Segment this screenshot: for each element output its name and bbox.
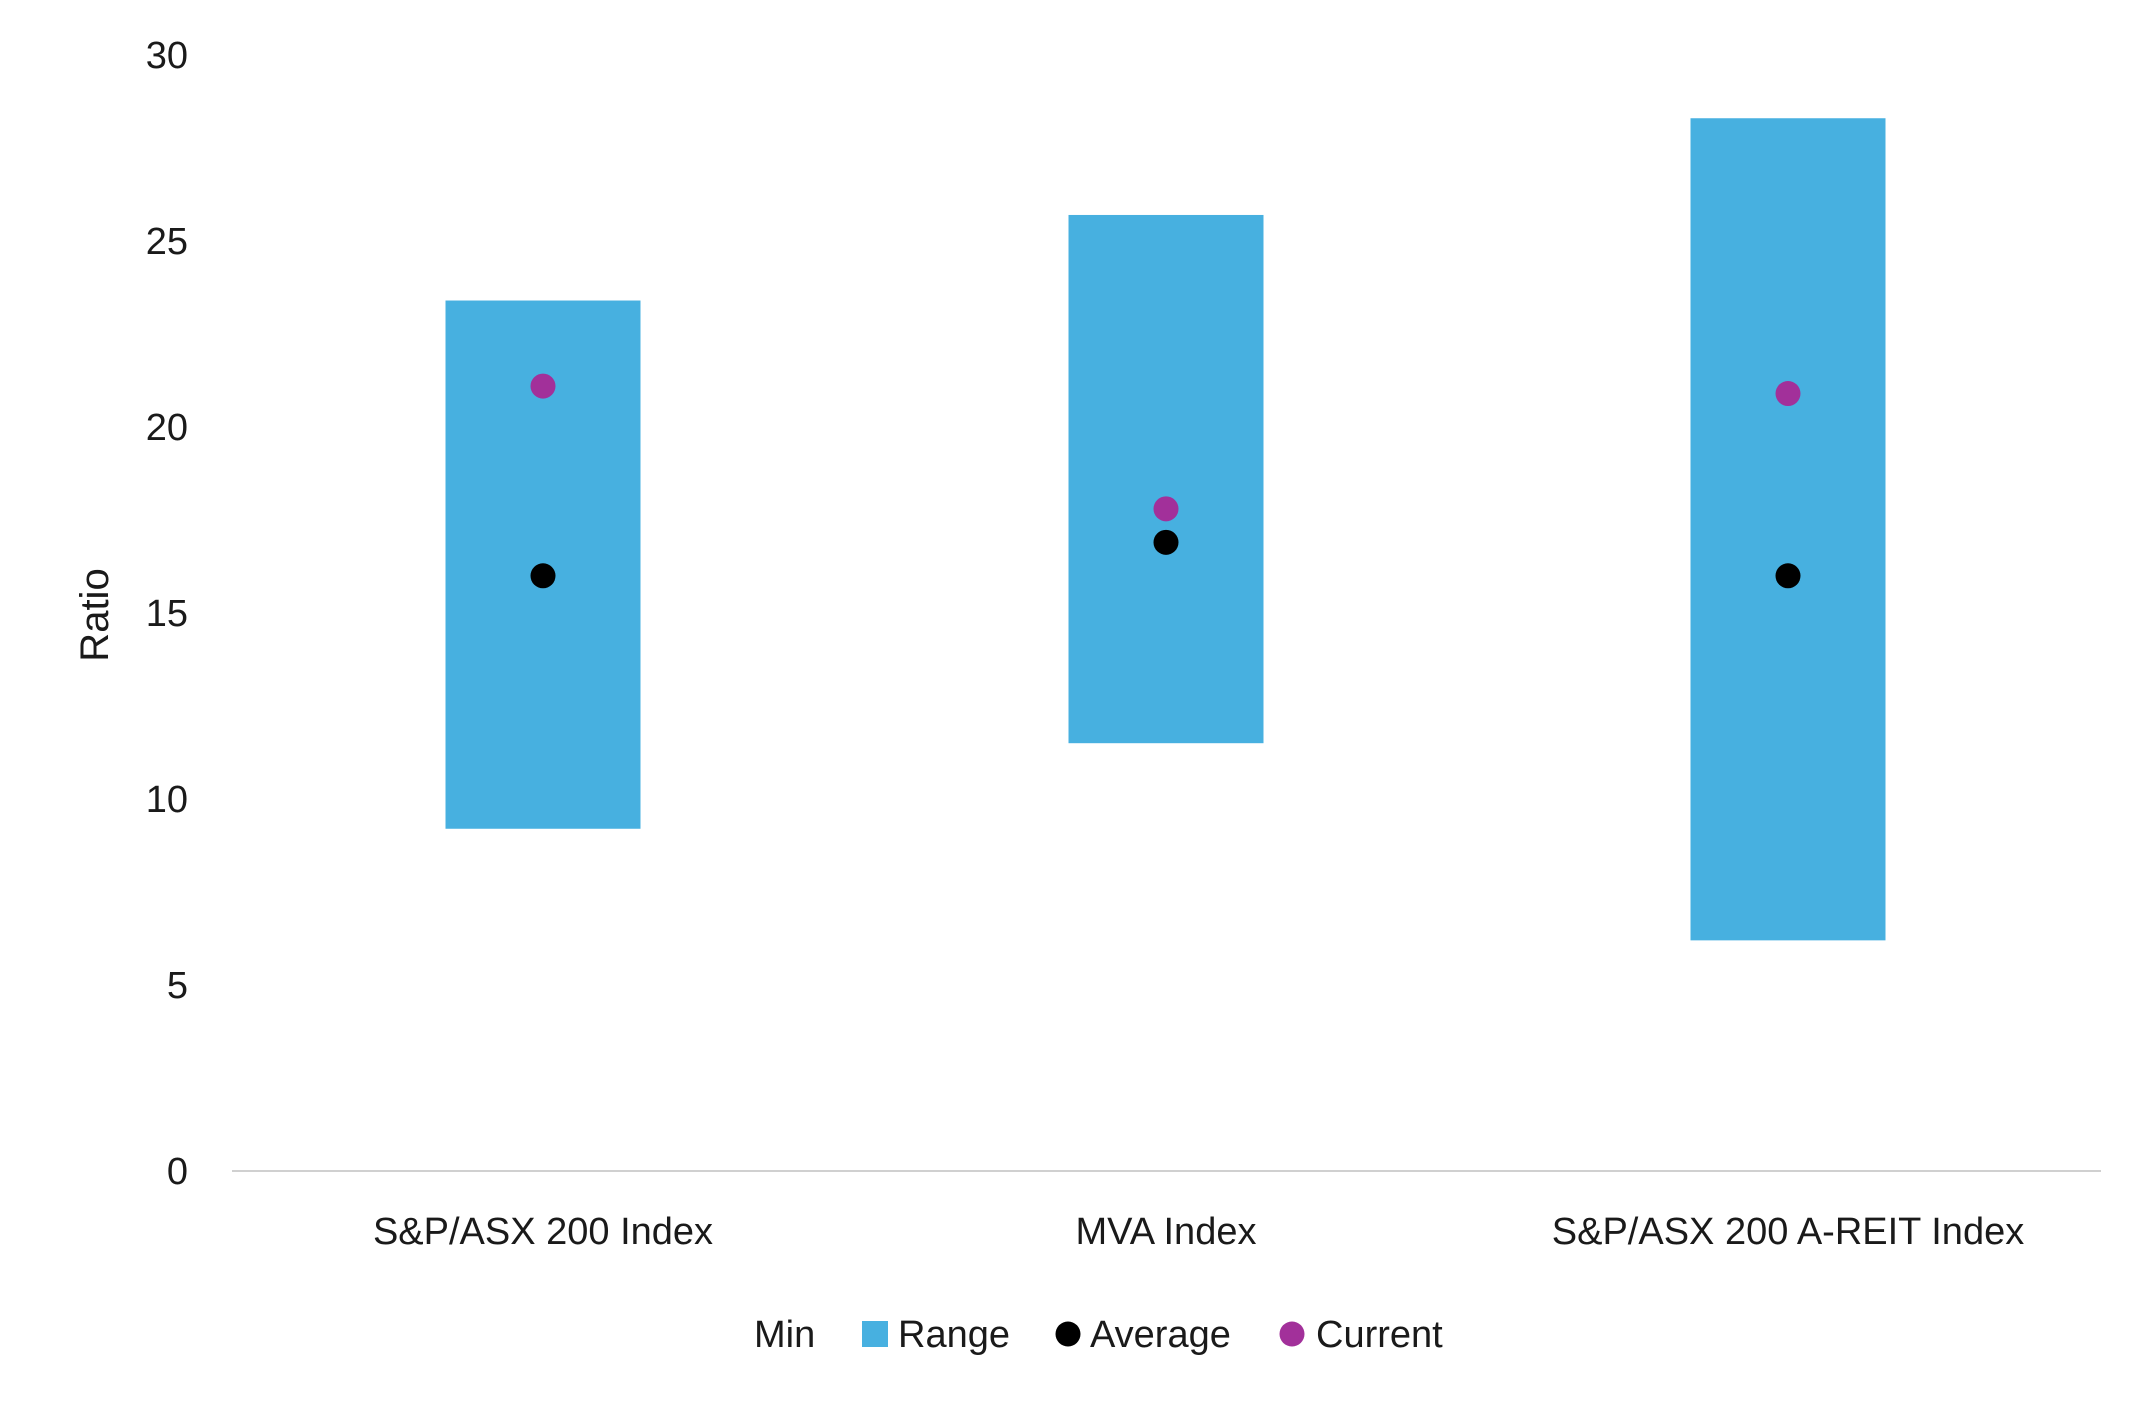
legend-current-marker: [1279, 1321, 1305, 1347]
y-tick-label: 25: [146, 221, 188, 263]
y-tick-label: 10: [146, 779, 188, 821]
legend-range-swatch: [862, 1321, 888, 1347]
x-tick-label: MVA Index: [1076, 1211, 1257, 1253]
average-point: [1775, 563, 1801, 589]
average-point: [1153, 529, 1179, 555]
current-point: [1775, 381, 1801, 407]
legend-min: Min: [754, 1314, 815, 1356]
y-tick-label: 30: [146, 35, 188, 77]
legend-average-marker: [1055, 1321, 1081, 1347]
range-bar: [1068, 214, 1264, 744]
current-point: [530, 373, 556, 399]
range-bar: [1690, 118, 1886, 941]
y-axis-label: Ratio: [73, 568, 117, 661]
y-tick-label: 15: [146, 593, 188, 635]
y-tick-label: 5: [167, 965, 188, 1007]
legend-current: Current: [1316, 1314, 1443, 1356]
y-tick-label: 20: [146, 407, 188, 449]
current-point: [1153, 496, 1179, 522]
legend-range: Range: [898, 1314, 1010, 1356]
y-tick-label: 0: [167, 1151, 188, 1193]
average-point: [530, 563, 556, 589]
x-tick-label: S&P/ASX 200 Index: [373, 1211, 713, 1253]
legend-average: Average: [1090, 1314, 1231, 1356]
x-tick-label: S&P/ASX 200 A-REIT Index: [1552, 1211, 2024, 1253]
